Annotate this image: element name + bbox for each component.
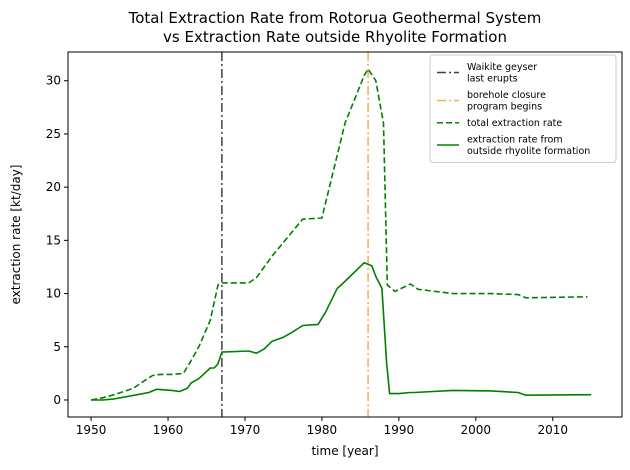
y-tick-label: 30 [46,74,61,88]
x-axis-label: time [year] [311,444,378,458]
x-tick-label: 1960 [153,423,184,437]
legend-label: program begins [467,102,542,113]
y-tick-label: 0 [53,393,61,407]
x-tick-label: 1980 [307,423,338,437]
chart-title-line1: Total Extraction Rate from Rotorua Geoth… [128,9,542,27]
x-tick-label: 1950 [76,423,107,437]
legend-label: total extraction rate [467,118,562,129]
axes-frame [67,51,623,418]
legend-label: borehole closure [467,90,546,101]
legend-box [429,54,617,163]
legend-label: outside rhyolite formation [467,146,590,157]
legend-label: extraction rate from [467,135,563,146]
x-tick-label: 2000 [461,423,492,437]
chart-title-line2: vs Extraction Rate outside Rhyolite Form… [163,28,507,46]
y-tick-label: 10 [46,287,61,301]
legend-label: last erupts [467,74,518,85]
axis-ticks: 1950 1960 1970 1980 1990 2000 2010 0 5 10 15 20 25 30 [46,74,568,437]
y-tick-label: 15 [46,233,61,247]
plot-area [90,52,592,417]
y-tick-label: 20 [46,180,61,194]
y-tick-label: 5 [53,340,61,354]
legend-label: Waikite geyser [467,62,537,73]
x-tick-label: 2010 [537,423,568,437]
x-tick-label: 1990 [384,423,415,437]
series-line-2 [91,261,592,401]
x-tick-label: 1970 [230,423,261,437]
y-tick-label: 25 [46,127,61,141]
y-axis-label: extraction rate [kt/day] [9,165,23,305]
